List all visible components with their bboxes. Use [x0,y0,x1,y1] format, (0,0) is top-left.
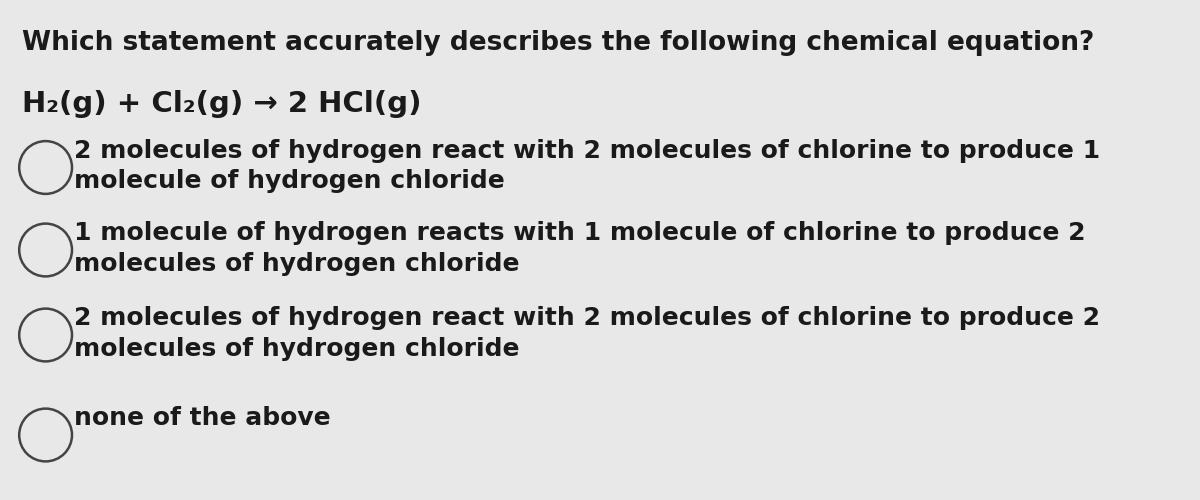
Text: 2 molecules of hydrogen react with 2 molecules of chlorine to produce 1
molecule: 2 molecules of hydrogen react with 2 mol… [74,138,1100,193]
Text: 1 molecule of hydrogen reacts with 1 molecule of chlorine to produce 2
molecules: 1 molecule of hydrogen reacts with 1 mol… [74,221,1086,276]
Text: H₂(g) + Cl₂(g) → 2 HCl(g): H₂(g) + Cl₂(g) → 2 HCl(g) [22,90,421,118]
Text: none of the above: none of the above [74,406,331,430]
Text: 2 molecules of hydrogen react with 2 molecules of chlorine to produce 2
molecule: 2 molecules of hydrogen react with 2 mol… [74,306,1100,361]
Text: Which statement accurately describes the following chemical equation?: Which statement accurately describes the… [22,30,1094,56]
